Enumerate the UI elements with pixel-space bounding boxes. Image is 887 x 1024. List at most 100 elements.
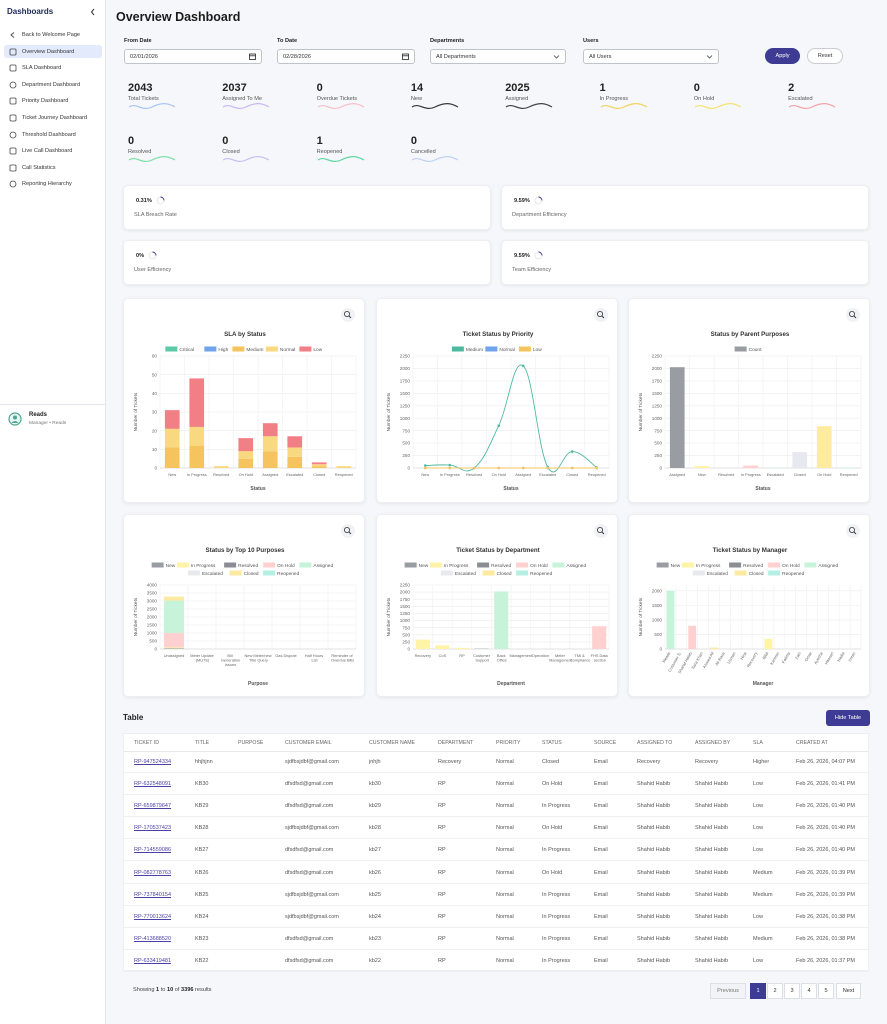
x-axis-title: Status — [503, 486, 519, 492]
x-tick-label: Ayesha — [813, 650, 824, 665]
next-button[interactable]: Next — [836, 983, 861, 999]
zoom-bg — [341, 524, 355, 538]
sparkline-path — [222, 103, 270, 110]
stat-sparkline — [128, 156, 176, 163]
bar — [287, 447, 303, 457]
nav-item[interactable]: Threshold Dashboard — [4, 128, 102, 141]
page-button[interactable]: 1 — [750, 983, 766, 999]
apply-button[interactable]: Apply — [765, 48, 800, 64]
table: TICKET ID TITLE PURPOSE CUSTOMER EMAIL CUSTO… — [123, 733, 869, 972]
nav-item[interactable]: Department Dashboard — [4, 78, 102, 91]
legend-swatch — [451, 346, 464, 352]
chart-title: Ticket Status by Manager — [713, 547, 788, 554]
y-tick-label: 1500 — [652, 391, 663, 396]
legend-swatch — [734, 346, 747, 352]
legend-label: Reopened — [782, 571, 804, 577]
zoom-bg — [846, 308, 860, 322]
collapse-button[interactable] — [90, 8, 96, 16]
cell: Normal — [496, 803, 514, 810]
ticket-link[interactable]: RP-632548091 — [134, 781, 172, 788]
stat-value: 2043 — [128, 82, 153, 94]
ticket-link[interactable]: RP-170537423 — [134, 825, 172, 832]
zoom-button[interactable] — [341, 308, 355, 322]
zoom-button[interactable] — [341, 524, 355, 538]
point — [423, 466, 427, 470]
ticket-link[interactable]: RP-633419481 — [134, 957, 172, 964]
cell: KB28 — [195, 825, 209, 832]
nav-item[interactable]: Ticket Journey Dashboard — [4, 112, 102, 125]
reset-button[interactable]: Reset — [807, 48, 843, 64]
nav-item[interactable]: Priority Dashboard — [4, 95, 102, 108]
nav-item[interactable]: Call Statistics — [4, 161, 102, 174]
x-tick-label: Recovery — [746, 651, 759, 668]
page-button[interactable]: 5 — [818, 983, 834, 999]
column-header: SOURCE — [594, 740, 617, 746]
legend-swatch — [477, 562, 490, 568]
zoom-button[interactable] — [846, 524, 860, 538]
nav-item[interactable]: SLA Dashboard — [4, 62, 102, 75]
ticket-link[interactable]: RP-413688520 — [134, 935, 172, 942]
page-button[interactable]: 2 — [767, 983, 783, 999]
zoom-handle — [348, 315, 352, 319]
legend-label: Escalated — [455, 571, 476, 577]
x-tick-label: Kamran — [769, 651, 780, 666]
x-axis-title: Status — [755, 486, 771, 492]
x-tick-label: New — [168, 472, 176, 477]
ticket-link[interactable]: RP-947524334 — [134, 759, 172, 765]
previous-button[interactable]: Previous — [710, 983, 746, 999]
nav-item[interactable]: Live Call Dashboard — [4, 145, 102, 158]
filter-input[interactable]: 02/28/2026 — [277, 49, 415, 64]
cell: Email — [594, 803, 608, 810]
filter-input[interactable]: All Departments — [430, 49, 566, 64]
x-tick-label: Assigned — [669, 472, 685, 477]
x-tick-label: Back Office — [496, 653, 507, 663]
filter-input[interactable]: 02/01/2026 — [124, 49, 262, 64]
kpi-value: 0.31% — [136, 197, 152, 204]
ticket-link[interactable]: RP-082778763 — [134, 869, 172, 876]
cell: Feb 26, 2026, 01:40 PM — [796, 847, 856, 854]
zoom-button[interactable] — [594, 308, 608, 322]
y-axis-title: Number of Tickets — [638, 392, 644, 431]
legend-label: On Hold — [530, 563, 548, 569]
stat-sparkline — [317, 156, 364, 163]
bar — [435, 645, 450, 649]
legend-swatch — [440, 570, 453, 576]
cell: On Hold — [542, 781, 563, 788]
ticket-link[interactable]: RP-737840154 — [134, 891, 172, 898]
hide-table-button[interactable]: Hide Table — [826, 710, 870, 726]
page-button[interactable]: 4 — [801, 983, 817, 999]
legend-swatch — [299, 346, 312, 352]
bar — [311, 464, 327, 467]
nav-icon — [9, 114, 17, 122]
ticket-link[interactable]: RP-714559086 — [134, 847, 172, 854]
stat-sparkline — [505, 103, 553, 110]
cell: kb27 — [369, 847, 381, 854]
point — [521, 466, 525, 470]
nav-item[interactable]: Back to Welcome Page — [4, 29, 102, 42]
cell: Feb 26, 2026, 01:38 PM — [796, 935, 856, 942]
y-tick-label: 0 — [407, 466, 410, 471]
column-header: PRIORITY — [496, 740, 521, 746]
nav-item[interactable]: Reporting Hierarchy — [4, 178, 102, 191]
y-tick-label: 1250 — [400, 403, 411, 408]
bar — [415, 639, 430, 649]
page-button[interactable]: 3 — [784, 983, 800, 999]
nav-item[interactable]: Overview Dashboard — [4, 45, 102, 59]
icon-shape — [553, 55, 560, 59]
zoom-button[interactable] — [594, 524, 608, 538]
stat-value: 0 — [693, 82, 700, 94]
y-tick-label: 1750 — [400, 378, 411, 383]
ticket-link[interactable]: RP-770013624 — [134, 913, 172, 920]
cell: sjdfbsjdbf@gmail.com — [285, 913, 339, 920]
x-tick-label: Ali Raza — [714, 650, 726, 666]
legend-label: Low — [533, 347, 542, 353]
cell: dfsdfsd@gmail.com — [285, 935, 334, 942]
filter-input[interactable]: All Users — [583, 49, 719, 64]
zoom-button[interactable] — [846, 308, 860, 322]
cell: Shahid Habib — [695, 935, 729, 942]
y-tick-label: 40 — [152, 391, 158, 396]
cell: Low — [753, 957, 764, 964]
summary-part: results — [195, 987, 212, 993]
kpi-value: 9.59% — [514, 197, 530, 204]
ticket-link[interactable]: RP-659879647 — [134, 803, 172, 810]
